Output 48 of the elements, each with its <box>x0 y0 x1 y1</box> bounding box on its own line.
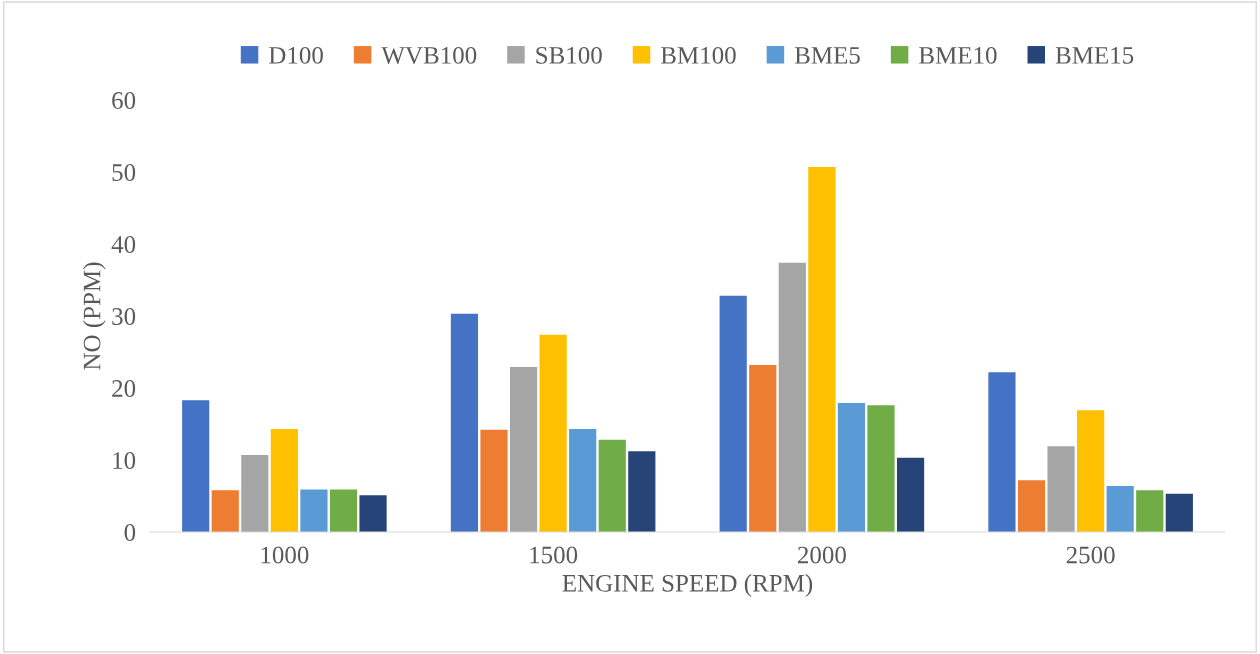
bar <box>778 262 806 532</box>
bar <box>1017 480 1046 532</box>
y-tick-label: 20 <box>112 380 136 397</box>
bar <box>988 372 1016 532</box>
bar <box>837 403 866 532</box>
bar <box>270 429 298 532</box>
bar <box>1077 410 1105 532</box>
y-tick-label: 50 <box>112 164 136 181</box>
legend-label: BME5 <box>794 47 860 64</box>
y-tick-label: 30 <box>112 308 136 325</box>
bar <box>1047 446 1075 532</box>
legend-label: D100 <box>269 46 323 64</box>
bar <box>749 364 777 532</box>
x-axis-title: ENGINE SPEED (RPM) <box>562 574 813 597</box>
bar <box>480 429 508 532</box>
x-tick-label: 1000 <box>261 546 309 564</box>
x-tick-label: 1500 <box>530 546 578 564</box>
bar <box>182 400 210 532</box>
y-tick-label: 10 <box>113 452 136 469</box>
bar <box>598 439 626 532</box>
bar <box>628 451 656 532</box>
x-tick-label: 2500 <box>1066 546 1115 564</box>
bar <box>450 313 479 532</box>
bar <box>359 495 387 532</box>
bar <box>329 489 358 532</box>
legend-label: BME10 <box>919 46 997 64</box>
bar <box>539 334 567 532</box>
x-tick-label: 2000 <box>797 546 846 564</box>
bar <box>300 489 328 532</box>
legend-label: BME15 <box>1055 47 1134 64</box>
y-tick-label: 40 <box>111 236 136 253</box>
legend-label: SB100 <box>536 46 602 64</box>
bar <box>1106 485 1134 532</box>
y-tick-label: 0 <box>124 524 136 541</box>
bar <box>867 405 895 532</box>
y-tick-label: 60 <box>112 92 136 109</box>
bar <box>211 490 239 532</box>
bar <box>719 295 747 532</box>
legend-label: BM100 <box>660 46 736 64</box>
bar <box>569 429 597 532</box>
bar <box>509 367 538 532</box>
bar <box>808 166 836 532</box>
bar <box>241 454 269 532</box>
y-axis-title: NO (PPM) <box>82 262 106 370</box>
bar <box>1165 493 1193 532</box>
bar <box>1136 490 1164 532</box>
legend-label: WVB100 <box>381 46 477 64</box>
bar <box>896 457 925 532</box>
